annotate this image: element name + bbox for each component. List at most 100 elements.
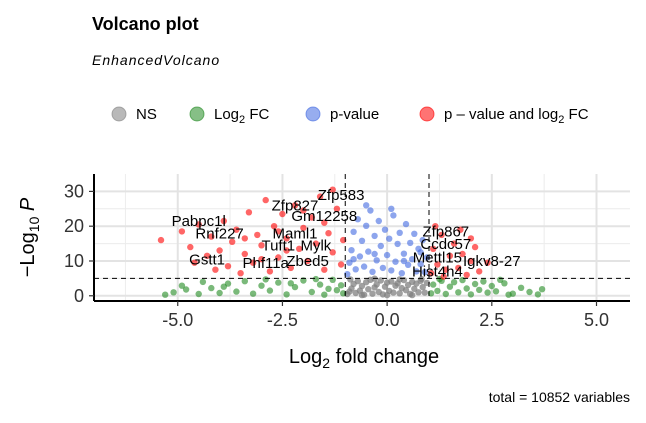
data-points xyxy=(157,186,546,299)
data-point xyxy=(203,252,211,259)
data-point xyxy=(350,228,357,235)
data-point xyxy=(415,289,422,296)
cutoff-lines xyxy=(94,174,630,301)
data-point xyxy=(363,202,370,209)
data-point xyxy=(358,237,366,244)
data-point xyxy=(249,290,257,297)
data-point xyxy=(233,288,240,295)
data-point xyxy=(375,217,382,225)
data-point xyxy=(300,207,307,214)
data-point xyxy=(287,280,294,287)
data-point xyxy=(467,291,475,298)
data-point xyxy=(258,256,265,263)
data-point xyxy=(388,278,395,285)
data-point xyxy=(450,240,458,247)
data-point xyxy=(233,226,240,233)
data-point xyxy=(423,254,431,261)
data-point xyxy=(258,242,265,249)
data-point xyxy=(283,235,290,242)
data-point xyxy=(325,230,332,237)
data-point xyxy=(329,276,336,283)
data-point xyxy=(354,278,361,285)
data-point xyxy=(321,266,328,273)
data-point xyxy=(438,231,445,239)
data-point xyxy=(383,291,391,299)
data-point xyxy=(423,279,431,287)
data-point xyxy=(463,271,470,279)
gene-label: Zfp583 xyxy=(318,187,365,204)
data-point xyxy=(373,281,380,288)
data-point xyxy=(419,236,426,244)
data-point xyxy=(337,261,345,268)
data-point xyxy=(430,245,437,252)
legend-swatch xyxy=(189,106,205,122)
data-point xyxy=(178,228,186,235)
data-point xyxy=(383,251,391,259)
data-point xyxy=(262,196,269,204)
data-point xyxy=(312,240,320,247)
series-log2-fc xyxy=(162,275,546,298)
data-point xyxy=(471,243,479,251)
data-point xyxy=(182,286,190,293)
data-point xyxy=(457,226,464,233)
data-point xyxy=(333,287,341,294)
data-point xyxy=(308,214,315,221)
gene-label: Hist4h4 xyxy=(412,264,463,281)
y-tick-label: 0 xyxy=(74,286,84,306)
data-point xyxy=(371,250,378,258)
legend-swatch xyxy=(111,106,127,122)
data-point xyxy=(373,257,380,264)
data-point xyxy=(396,290,403,297)
data-point xyxy=(411,285,418,292)
series-p-value-and-log2-fc xyxy=(157,186,491,280)
data-point xyxy=(400,257,408,265)
data-point xyxy=(266,287,274,294)
data-point xyxy=(358,291,366,299)
data-point xyxy=(538,286,546,293)
data-point xyxy=(358,282,366,290)
data-point xyxy=(365,286,372,293)
data-point xyxy=(363,222,370,229)
data-point xyxy=(296,245,303,252)
data-point xyxy=(308,288,315,296)
data-point xyxy=(275,279,282,286)
data-point xyxy=(262,276,269,283)
data-point xyxy=(229,238,236,245)
data-point xyxy=(365,248,372,255)
legend-swatch xyxy=(419,106,435,122)
data-point xyxy=(480,278,487,285)
data-point xyxy=(224,263,232,270)
data-point xyxy=(329,186,336,193)
data-point xyxy=(208,233,215,240)
data-point xyxy=(434,261,441,268)
data-point xyxy=(254,231,261,239)
data-point xyxy=(417,260,424,268)
data-point xyxy=(195,221,202,228)
data-point xyxy=(350,256,357,263)
data-point xyxy=(392,258,399,265)
legend-label: NS xyxy=(136,106,157,123)
data-point xyxy=(367,207,374,214)
data-point xyxy=(442,266,449,273)
data-point xyxy=(377,277,384,284)
data-point xyxy=(394,240,401,248)
data-point xyxy=(442,290,449,298)
x-tick-label: 0.0 xyxy=(375,310,400,330)
data-point xyxy=(434,287,441,295)
data-point xyxy=(241,235,248,242)
data-point xyxy=(386,235,393,242)
data-point xyxy=(220,283,227,290)
data-point xyxy=(275,254,282,261)
data-point xyxy=(467,257,475,265)
x-tick-label: 2.5 xyxy=(479,310,504,330)
data-point xyxy=(484,259,491,266)
data-point xyxy=(526,288,533,296)
gene-label: Zbed5 xyxy=(286,253,329,270)
data-point xyxy=(402,287,410,294)
data-point xyxy=(450,279,458,286)
legend-item-p: p-value xyxy=(305,106,379,123)
data-point xyxy=(287,264,294,272)
data-point xyxy=(421,289,428,296)
